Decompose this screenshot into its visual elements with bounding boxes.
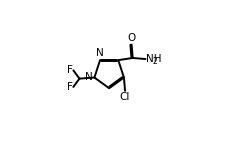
Text: O: O (127, 33, 135, 43)
Text: NH: NH (145, 54, 161, 64)
Text: N: N (95, 49, 103, 58)
Text: F: F (66, 82, 72, 92)
Text: N: N (85, 72, 92, 82)
Text: F: F (66, 65, 72, 75)
Text: 2: 2 (152, 57, 157, 66)
Text: Cl: Cl (119, 92, 130, 102)
